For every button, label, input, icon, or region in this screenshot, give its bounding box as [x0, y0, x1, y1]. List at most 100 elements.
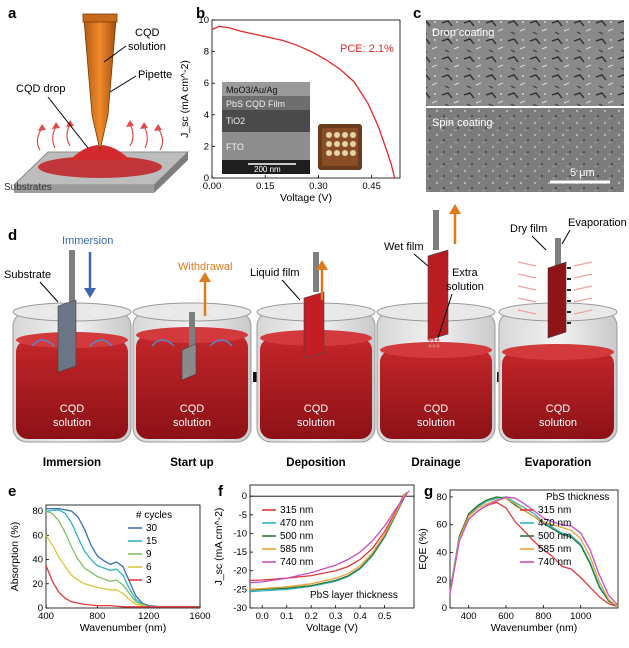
- legend-label: 3: [146, 575, 152, 586]
- x-axis-label: Voltage (V): [280, 192, 332, 204]
- series-line-500-nm: [249, 492, 408, 591]
- swirl-arrow: [89, 339, 113, 347]
- label-wet-film: Wet film: [384, 241, 424, 253]
- legend-label: 6: [146, 562, 152, 573]
- layer-label-tio2: TiO2: [226, 116, 245, 126]
- y-tick-label: -10: [233, 528, 247, 539]
- legend-label: 470 nm: [280, 518, 313, 529]
- legend-title: PbS thickness: [546, 492, 609, 503]
- y-tick-label: 20: [436, 575, 447, 586]
- y-tick-label: 0: [442, 603, 447, 614]
- substrate-plate: [57, 299, 77, 373]
- sem-drop-coating: [426, 20, 624, 106]
- stage-name: Evaporation: [525, 457, 591, 469]
- y-tick-label: 40: [32, 555, 43, 566]
- holder-rod: [189, 312, 195, 352]
- substrate-plate: [547, 261, 567, 339]
- cqd-liquid: [502, 352, 614, 439]
- series-line-3: [45, 565, 200, 608]
- panel-b: b 0.00 0.15 0.30 0.45 0 2 4 6 8 10 Voltage (V) J_sc…: [179, 5, 401, 204]
- cqd-drop: [70, 145, 130, 160]
- label-liquid-film: Liquid film: [250, 267, 300, 279]
- x-axis-label: Wavenumber (nm): [80, 622, 167, 634]
- drip-droplet: [428, 344, 432, 348]
- series-line-9: [45, 510, 200, 608]
- x-tick-label: 800: [535, 611, 551, 622]
- drip-droplet: [436, 338, 440, 342]
- series-line-740-nm: [249, 490, 410, 584]
- series-line-0: [211, 25, 396, 179]
- label-cqd-solution-2: solution: [128, 41, 166, 53]
- substrate-edge: [14, 185, 154, 193]
- legend-title: # cycles: [136, 510, 172, 521]
- beaker-solution-label-2: solution: [173, 417, 211, 429]
- panel-letter-g: g: [424, 483, 433, 500]
- beaker-solution-label-2: solution: [53, 417, 91, 429]
- swirl-arrow: [151, 339, 175, 347]
- chart-g: 400 600 800 1000 0 20 40 60 80 Wavenumber (nm) EQE…: [417, 489, 619, 634]
- panel-f: f 0.0 0.1 0.2 0.3 0.4 0.5 0 -5 -10 -15 -20 -25 -30 Vo…: [213, 483, 415, 634]
- cross-section-inset: MoO3/Au/Ag PbS CQD Film TiO2 FTO 200 nm: [222, 82, 310, 174]
- label-drop-coating: Drop coating: [432, 27, 494, 39]
- drip-droplet: [432, 344, 436, 348]
- label-cqd-solution-1: CQD: [135, 27, 160, 39]
- series-line-15: [45, 509, 200, 608]
- device-photo: [318, 124, 362, 170]
- beaker-stage-deposition: CQD solution Deposition: [256, 252, 389, 469]
- beaker-stage-drainage: CQD solution Drainage: [376, 210, 509, 469]
- beaker-solution-label-1: CQD: [60, 403, 85, 415]
- beaker-stage-evaporation: CQD solution Evaporation: [498, 238, 618, 469]
- label-extra-solution-1: Extra: [452, 267, 479, 279]
- y-tick-label: -5: [239, 510, 247, 521]
- y-tick-label: 60: [436, 520, 447, 531]
- y-axis-label: J_sc (mA cm^-2): [179, 60, 191, 138]
- beaker-solution-label-1: CQD: [304, 403, 329, 415]
- series-line-470-nm: [249, 492, 408, 593]
- legend-label: 315 nm: [538, 505, 571, 516]
- cqd-film: [38, 156, 162, 178]
- substrate-plate: [427, 249, 449, 341]
- pce-label: PCE: 2.1%: [340, 43, 394, 55]
- beaker-solution-label-2: solution: [539, 417, 577, 429]
- drip-droplet: [432, 338, 436, 342]
- chart-f: 0.0 0.1 0.2 0.3 0.4 0.5 0 -5 -10 -15 -20 -25 -30 Volt…: [213, 484, 415, 634]
- y-axis-label: EQE (%): [417, 528, 429, 569]
- y-tick-label: 8: [204, 47, 209, 58]
- evap-arrow-right: [573, 261, 593, 267]
- cqd-liquid: [260, 338, 372, 439]
- beaker-solution-label-1: CQD: [546, 403, 571, 415]
- y-tick-label: 10: [198, 15, 209, 26]
- label-immersion-arrow: Immersion: [62, 235, 113, 247]
- drip-droplet: [436, 344, 440, 348]
- axis-frame: [449, 489, 619, 609]
- evap-arrow-left: [517, 309, 537, 315]
- legend-label: 470 nm: [538, 518, 571, 529]
- legend-label: 30: [146, 523, 158, 534]
- beaker-stage-start-up: CQD solution Start up: [132, 302, 265, 469]
- dip-coating-stages: CQD solution Immersion CQD solution Start up C…: [12, 210, 618, 469]
- x-tick-label: 0.3: [329, 611, 342, 622]
- stage-name: Start up: [170, 457, 213, 469]
- y-tick-label: 60: [32, 530, 43, 541]
- y-axis-label: Absorption (%): [9, 522, 21, 591]
- beaker-solution-label-2: solution: [297, 417, 335, 429]
- legend-label: 9: [146, 549, 152, 560]
- axis-frame: [211, 19, 401, 179]
- panel-letter-f: f: [218, 483, 224, 500]
- panel-c: c Drop coating Spin coating 5 μm: [413, 5, 624, 192]
- label-substrates: Substrates: [4, 182, 52, 193]
- y-tick-label: 20: [32, 579, 43, 590]
- stage-name: Deposition: [286, 457, 345, 469]
- axis-frame: [45, 504, 201, 609]
- panel-letter-d: d: [8, 227, 17, 244]
- chart-annotation: PbS layer thickness: [310, 590, 398, 601]
- stage-name: Drainage: [411, 457, 460, 469]
- layer-label-moo3: MoO3/Au/Ag: [226, 85, 278, 95]
- swirl-arrow: [209, 339, 233, 347]
- beaker-solution-label-1: CQD: [424, 403, 449, 415]
- swirl-arrow: [31, 339, 55, 347]
- label-spin-coating: Spin coating: [432, 117, 493, 129]
- x-tick-label: 1000: [570, 611, 591, 622]
- x-tick-label: 0.00: [203, 181, 222, 192]
- evap-arrow-right: [573, 297, 593, 303]
